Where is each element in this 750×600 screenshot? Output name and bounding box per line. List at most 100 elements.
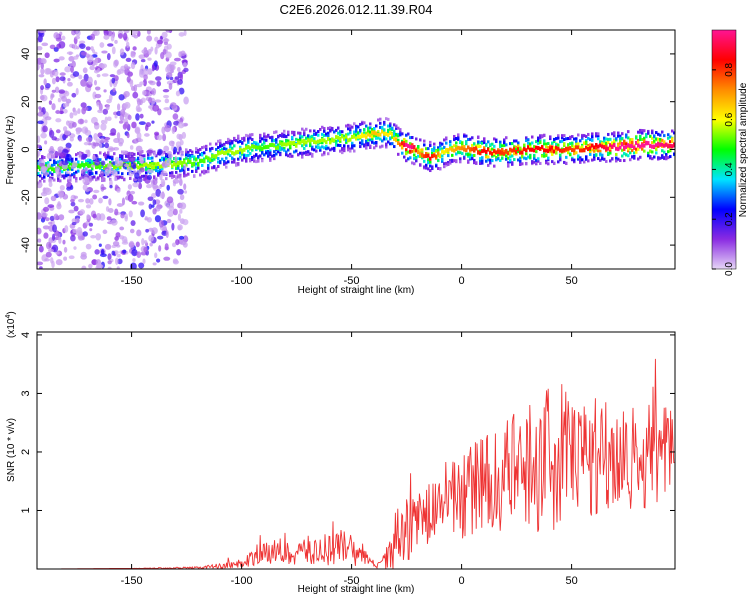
spectrogram-cell — [371, 140, 374, 144]
spectrogram-cell — [587, 136, 590, 140]
spectrogram-cell — [127, 161, 130, 165]
spectrogram-noise-cell — [128, 151, 132, 157]
spectrogram-cell — [609, 137, 612, 141]
spectrogram-cell — [311, 134, 314, 138]
spectrogram-noise-cell — [41, 42, 49, 47]
spectrogram-cell — [623, 139, 626, 143]
spectrogram-cell — [209, 142, 212, 146]
spectrogram-cell — [469, 155, 472, 159]
spectrogram-cell — [479, 157, 482, 161]
spectrogram-cell — [75, 157, 78, 161]
spectrogram-cell — [241, 158, 244, 162]
spectrogram-cell — [329, 138, 332, 142]
spectrogram-cell — [125, 160, 128, 164]
spectrogram-noise-cell — [124, 213, 128, 220]
spectrogram-cell — [635, 147, 638, 151]
spectrogram-cell — [651, 157, 654, 161]
spectrogram-cell — [661, 149, 664, 153]
spectrogram-noise-cell — [179, 178, 183, 186]
spectrogram-noise-cell — [117, 103, 121, 111]
spectrogram-ridge-cell — [523, 147, 526, 152]
spectrogram-noise-cell — [72, 71, 80, 77]
spectrogram-noise-cell — [126, 132, 130, 139]
spectrogram-cell — [379, 125, 382, 129]
spectrogram-cell — [387, 130, 390, 134]
spectrogram-noise-cell — [143, 240, 148, 244]
spectrogram-noise-cell — [168, 82, 173, 90]
spectrogram-noise-cell — [64, 225, 69, 233]
spectrogram-cell — [225, 156, 228, 160]
spectrogram-cell — [279, 134, 282, 138]
spectrogram-cell — [641, 129, 644, 133]
spectrogram-cell — [283, 148, 286, 152]
spectrogram-cell — [65, 174, 68, 178]
spectrogram-cell — [81, 173, 84, 177]
spectrogram-cell — [339, 143, 342, 147]
spectrogram-cell — [279, 153, 282, 157]
spectrogram-cell — [579, 146, 582, 150]
spectrogram-cell — [455, 141, 458, 145]
spectrogram-cell — [225, 141, 228, 145]
spectrogram-cell — [495, 138, 498, 142]
spectrogram-noise-cell — [37, 144, 42, 149]
spectrogram-cell — [117, 171, 120, 175]
spectrogram-cell — [87, 162, 90, 166]
spectrogram-ridge-cell — [445, 147, 448, 152]
spectrogram-noise-cell — [98, 197, 103, 204]
spectrogram-noise-cell — [48, 221, 53, 225]
spectrogram-cell — [335, 140, 338, 144]
spectrogram-noise-cell — [38, 106, 42, 110]
spectrogram-cell — [411, 161, 414, 165]
spectrogram-cell — [353, 130, 356, 134]
spectrogram-noise-cell — [85, 198, 90, 204]
spectrogram-cell — [385, 145, 388, 149]
spectrogram-noise-cell — [146, 35, 153, 42]
spectrogram-noise-cell — [85, 149, 90, 154]
spectrogram-cell — [215, 147, 218, 151]
spectrogram-cell — [571, 135, 574, 139]
spectrogram-cell — [201, 146, 204, 150]
spectrogram-cell — [577, 142, 580, 146]
spectrogram-cell — [487, 155, 490, 159]
spectrogram-cell — [437, 148, 440, 152]
spectrogram-noise-cell — [141, 237, 145, 246]
spectrogram-cell — [603, 142, 606, 146]
spectrogram-noise-cell — [157, 148, 163, 155]
spectrogram-noise-cell — [47, 204, 55, 208]
spectrogram-cell — [547, 158, 550, 162]
spectrogram-cell — [325, 132, 328, 136]
spectrogram-cell — [381, 139, 384, 143]
spectrogram-ridge-cell — [51, 167, 54, 172]
spectrogram-noise-cell — [107, 253, 112, 261]
spectrogram-cell — [149, 156, 152, 160]
spectrogram-cell — [627, 149, 630, 153]
spectrogram-ridge-cell — [657, 142, 660, 147]
spectrogram-cell — [403, 155, 406, 159]
spectrogram-noise-cell — [143, 246, 148, 253]
spectrogram-noise-cell — [123, 63, 129, 70]
spectrogram-cell — [455, 137, 458, 141]
spectrogram-noise-cell — [53, 58, 60, 63]
spectrogram-cell — [313, 129, 316, 133]
spectrogram-cell — [539, 134, 542, 138]
spectrogram-cell — [389, 127, 392, 131]
spectrogram-cell — [431, 167, 434, 171]
spectrogram-cell — [515, 152, 518, 156]
spectrogram-cell — [43, 155, 46, 159]
spectrogram-cell — [553, 140, 556, 144]
spectrogram-ridge-cell — [233, 151, 236, 156]
spectrogram-noise-cell — [75, 87, 79, 96]
spectrogram-noise-cell — [146, 174, 153, 180]
spectrogram-cell — [429, 140, 432, 144]
spectrogram-cell — [291, 137, 294, 141]
spectrogram-cell — [589, 151, 592, 155]
spectrogram-ridge-cell — [559, 148, 562, 153]
spectrogram-cell — [187, 161, 190, 165]
spectrogram-ridge-cell — [181, 161, 184, 166]
spectrogram-cell — [391, 135, 394, 139]
spectrogram-cell — [149, 161, 152, 165]
spectrogram-cell — [343, 148, 346, 152]
spectrogram-cell — [269, 149, 272, 153]
spectrogram-cell — [347, 148, 350, 152]
